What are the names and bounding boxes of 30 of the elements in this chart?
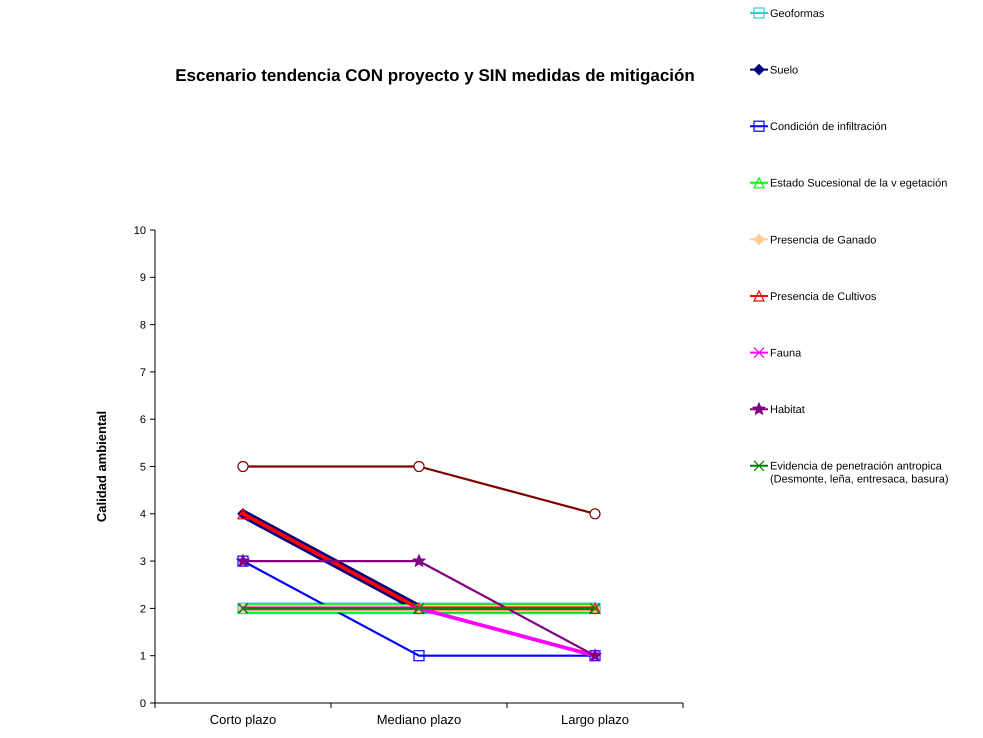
y-tick-label: 7 bbox=[140, 366, 146, 379]
y-tick-label: 10 bbox=[134, 224, 146, 237]
legend-label: Fauna bbox=[770, 347, 802, 360]
y-tick-label: 8 bbox=[140, 319, 146, 332]
y-tick-label: 4 bbox=[140, 508, 146, 521]
legend-label: Geoformas bbox=[770, 8, 825, 20]
legend-label: Habitat bbox=[770, 404, 805, 416]
x-tick-label: Corto plazo bbox=[210, 712, 276, 727]
y-tick-label: 2 bbox=[140, 603, 146, 616]
point bbox=[413, 460, 425, 472]
y-tick-label: 5 bbox=[140, 461, 146, 474]
y-tick-label: 1 bbox=[140, 650, 146, 663]
chart-title: Escenario tendencia CON proyecto y SIN medidas de mitigación bbox=[175, 66, 695, 85]
point bbox=[589, 508, 601, 520]
y-axis-title: Calidad ambiental bbox=[94, 410, 109, 522]
legend-label: Condición de infiltración bbox=[770, 121, 887, 134]
x-tick-label: Largo plazo bbox=[561, 712, 629, 727]
legend-label: Presencia de Cultivos bbox=[770, 290, 877, 303]
y-tick-label: 6 bbox=[140, 414, 146, 426]
legend-label: Presencia de Ganado bbox=[770, 234, 876, 246]
legend-label: Suelo bbox=[770, 64, 798, 76]
y-tick-label: 3 bbox=[140, 556, 146, 568]
legend-label: Evidencia de penetración antropica (Desmonte, leña, entresaca, basura) bbox=[770, 460, 949, 486]
legend-label: Estado Sucesional de la v egetación bbox=[770, 178, 948, 190]
point bbox=[413, 650, 425, 662]
point bbox=[237, 460, 249, 472]
y-tick-label: 9 bbox=[140, 272, 146, 284]
x-tick-label: Mediano plazo bbox=[376, 712, 462, 727]
point bbox=[412, 554, 426, 567]
y-tick-label: 0 bbox=[140, 698, 146, 710]
